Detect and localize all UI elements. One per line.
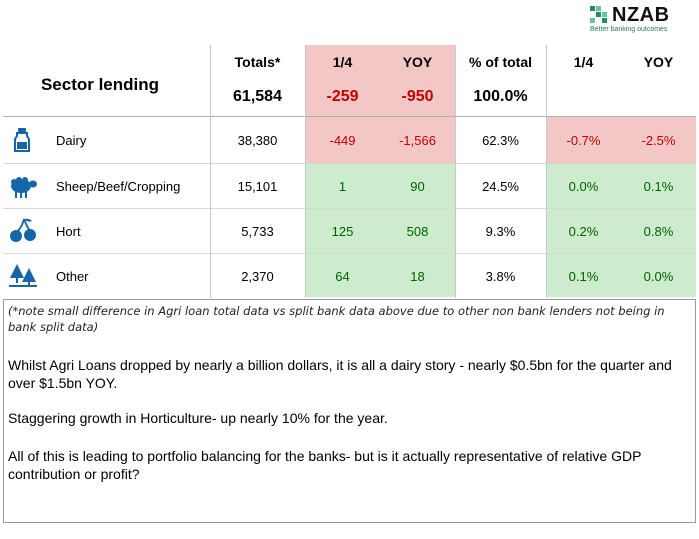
- milk-bottle-icon: [14, 128, 30, 152]
- other-pct: 3.8%: [485, 268, 516, 284]
- row-label-sheep-beef-cropping: Sheep/Beef/Cropping: [56, 178, 181, 194]
- commentary-paragraph: Whilst Agri Loans dropped by nearly a bi…: [8, 357, 672, 391]
- dairy-total: 38,380: [237, 132, 278, 148]
- row-divider: [3, 208, 696, 209]
- col-header-yoy: YOY: [402, 54, 433, 70]
- dairy-yoy-pct: -2.5%: [641, 132, 676, 148]
- hort-pct: 9.3%: [485, 223, 516, 239]
- other-yoy: 18: [410, 268, 425, 284]
- totals-total: 61,584: [233, 88, 282, 105]
- col-header-totals: Totals*: [234, 54, 281, 70]
- totals-quarter: -259: [326, 88, 359, 105]
- trees-icon: [9, 264, 37, 287]
- other-total: 2,370: [241, 268, 274, 284]
- header-divider: [3, 116, 696, 117]
- brand-name: NZAB: [612, 4, 670, 26]
- row-divider: [3, 163, 696, 164]
- dairy-yoy: -1,566: [399, 132, 436, 148]
- hort-quarter: 125: [331, 223, 354, 239]
- sheep-yoy: 90: [410, 178, 425, 194]
- nzab-logo: NZAB Better banking outcomes: [590, 3, 696, 37]
- row-divider: [3, 253, 696, 254]
- dairy-pct: 62.3%: [482, 132, 519, 148]
- other-quarter-pct: 0.1%: [568, 268, 599, 284]
- sheep-quarter-pct: 0.0%: [568, 178, 599, 194]
- row-label-hort: Hort: [56, 223, 81, 239]
- dairy-quarter: -449: [329, 132, 356, 148]
- footnote: (*note small difference in Agri loan tot…: [8, 304, 665, 334]
- sheep-yoy-pct: 0.1%: [643, 178, 674, 194]
- dairy-change-bg: [305, 117, 455, 164]
- nzab-logo-mark-icon: [590, 6, 607, 23]
- col-header-pct-yoy: YOY: [643, 54, 674, 70]
- col-header-quarter: 1/4: [332, 54, 353, 70]
- sheep-quarter: 1: [338, 178, 347, 194]
- totals-pct: 100.0%: [473, 88, 528, 105]
- page-title: Sector lending: [40, 75, 160, 94]
- positive-change-bg: [305, 164, 455, 297]
- sheep-icon: [11, 177, 37, 198]
- cherries-icon: [10, 218, 36, 242]
- commentary-box: [3, 299, 696, 523]
- dairy-pct-change-bg: [546, 117, 696, 164]
- col-divider: [210, 45, 211, 298]
- commentary-paragraph: Staggering growth in Horticulture- up ne…: [8, 410, 388, 426]
- sheep-total: 15,101: [237, 178, 278, 194]
- hort-yoy-pct: 0.8%: [643, 223, 674, 239]
- sheep-pct: 24.5%: [482, 178, 519, 194]
- dairy-quarter-pct: -0.7%: [566, 132, 601, 148]
- col-header-pct-quarter: 1/4: [573, 54, 594, 70]
- row-label-dairy: Dairy: [56, 132, 87, 148]
- row-label-other: Other: [56, 268, 89, 284]
- col-divider: [305, 45, 306, 298]
- hort-total: 5,733: [241, 223, 274, 239]
- brand-tagline: Better banking outcomes: [590, 26, 668, 33]
- col-header-pct-total: % of total: [469, 54, 532, 70]
- col-divider: [546, 45, 547, 298]
- totals-negative-bg: [305, 45, 455, 117]
- other-yoy-pct: 0.0%: [643, 268, 674, 284]
- other-quarter: 64: [335, 268, 350, 284]
- totals-yoy: -950: [401, 88, 434, 105]
- hort-quarter-pct: 0.2%: [568, 223, 599, 239]
- positive-pct-change-bg: [546, 164, 696, 297]
- hort-yoy: 508: [406, 223, 429, 239]
- col-divider: [455, 45, 456, 298]
- commentary-paragraph: All of this is leading to portfolio bala…: [8, 448, 642, 482]
